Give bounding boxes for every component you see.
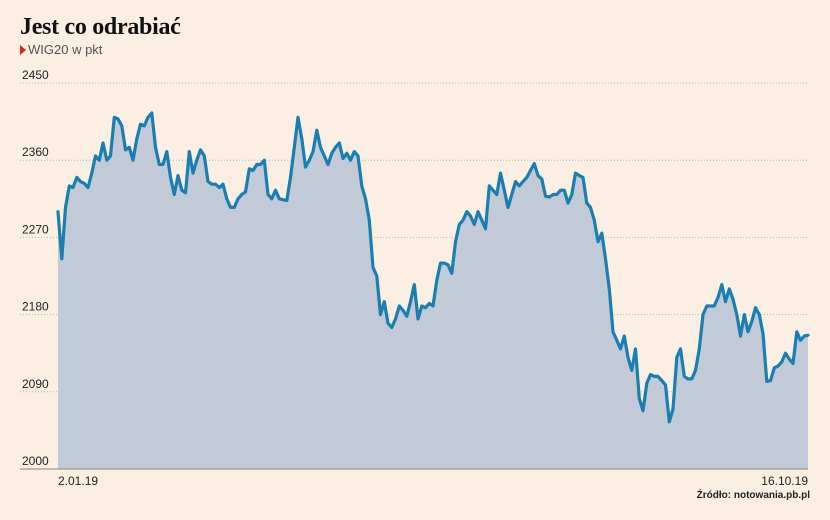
y-axis-ticks: 2000 2090 2180 2270 2360 2450: [22, 68, 49, 468]
series-line: [56, 111, 810, 424]
series-area: [58, 113, 808, 469]
y-tick-label: 2000: [22, 454, 49, 468]
subtitle-text: WIG20 w pkt: [28, 42, 103, 57]
source-note: Źródło: notowania.pb.pl: [696, 490, 810, 501]
y-tick-label: 2180: [22, 300, 49, 314]
chart-subtitle: WIG20 w pkt: [20, 42, 102, 57]
x-tick-start: 2.01.19: [58, 474, 98, 488]
triangle-marker-icon: [20, 44, 26, 55]
y-tick-label: 2270: [22, 222, 49, 236]
y-tick-label: 2360: [22, 145, 49, 159]
y-tick-label: 2450: [22, 68, 49, 82]
chart-title: Jest co odrabiać: [20, 14, 181, 40]
y-tick-label: 2090: [22, 377, 49, 391]
x-tick-end: 16.10.19: [761, 474, 808, 488]
